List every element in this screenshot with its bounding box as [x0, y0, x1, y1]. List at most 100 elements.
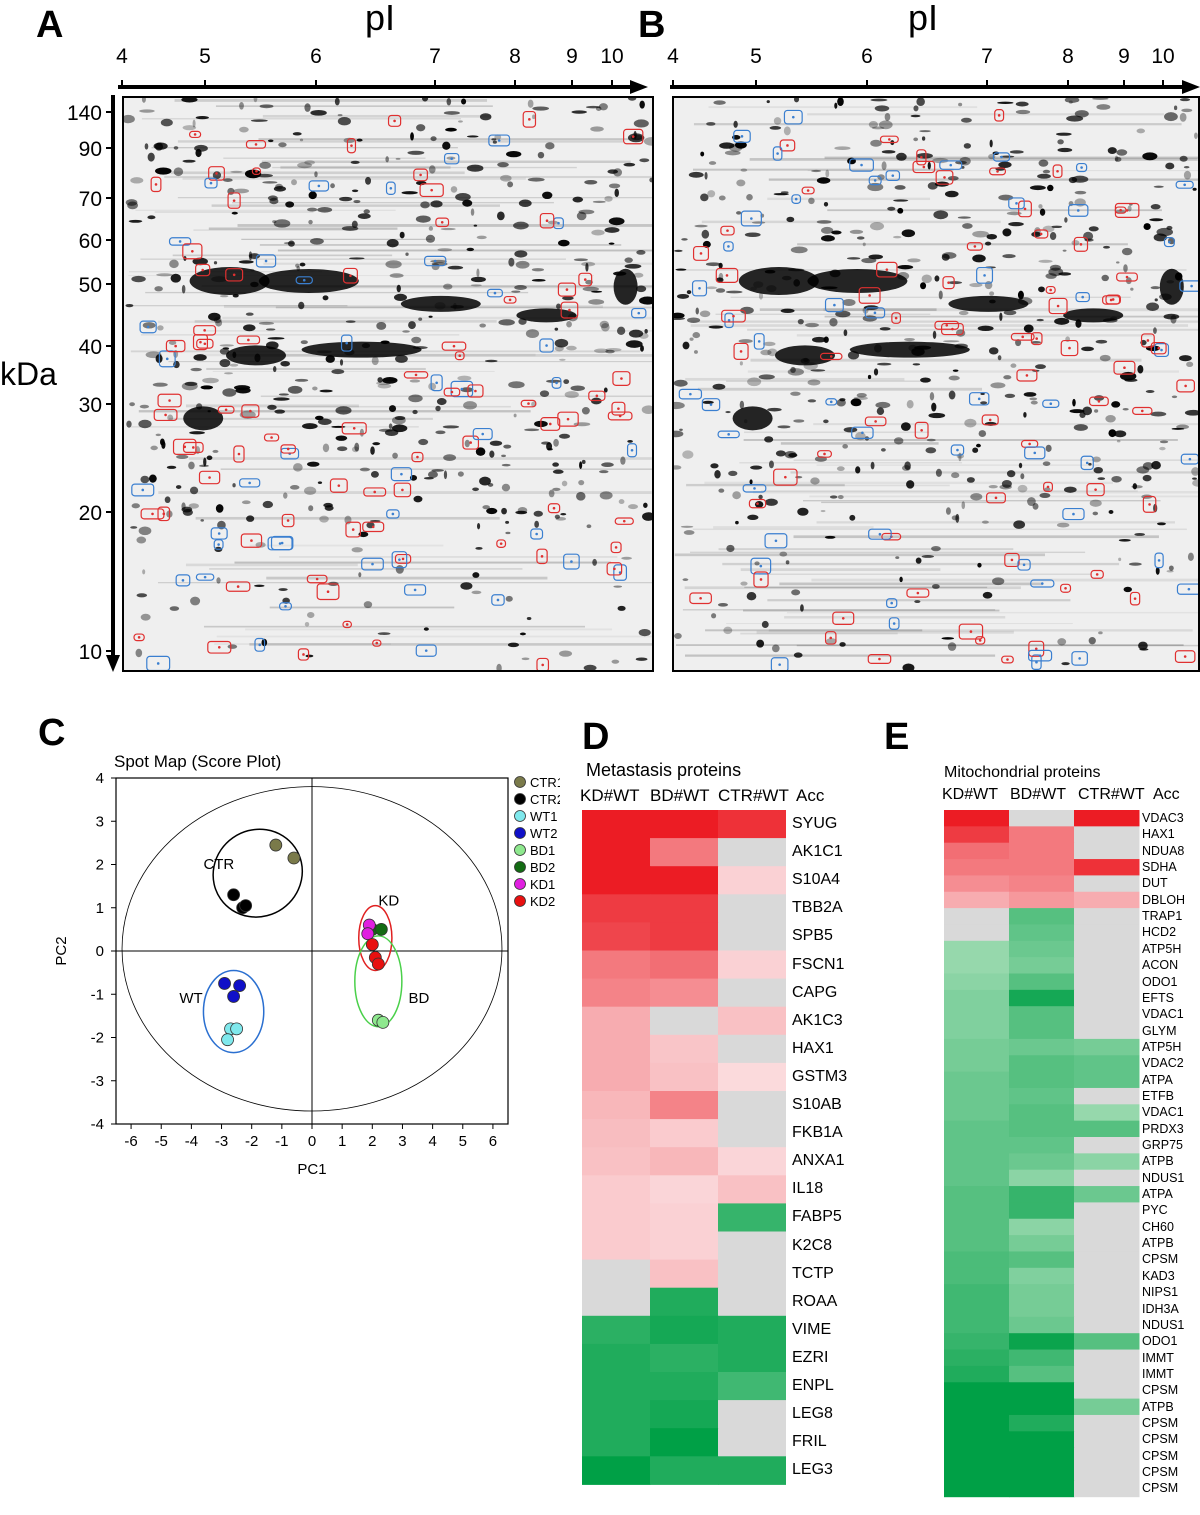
gel-spot [625, 340, 643, 348]
gel-spot [418, 438, 429, 446]
legend-marker [514, 878, 526, 890]
gel-spot-center [371, 562, 374, 566]
gel-spot [267, 195, 278, 201]
heat-cell [944, 859, 1010, 876]
gel-spot-up [906, 588, 930, 598]
gel-spot-center [892, 622, 896, 625]
gel-dense-region [301, 341, 422, 358]
heat-cell [650, 838, 719, 867]
gel-spot-center [1035, 660, 1038, 664]
gel-spot [904, 337, 915, 342]
gel-spot [199, 464, 209, 468]
heat-cell [944, 1038, 1010, 1056]
gel-spot [287, 385, 303, 394]
gel-spot [156, 273, 173, 277]
heat-cell [582, 1287, 651, 1317]
gel-spot-up [165, 339, 186, 353]
gel-spot [966, 477, 975, 483]
x-axis-label: PC1 [297, 1161, 326, 1178]
gel-spot [1097, 477, 1106, 481]
gel-spot [167, 414, 174, 422]
gel-spot-center [224, 408, 228, 412]
gel-spot-down [1075, 162, 1088, 173]
gel-spot [887, 206, 896, 211]
gel-spot [835, 310, 851, 318]
gel-spot-down [1163, 237, 1175, 248]
gel-spot [392, 452, 398, 459]
gel-spot [496, 211, 505, 221]
gel-streak [693, 123, 1182, 126]
gel-spot [259, 161, 271, 169]
gel-spot-up [443, 387, 461, 397]
gel-spot [1118, 557, 1122, 562]
gel-spot [157, 325, 164, 331]
gel-spot [1183, 170, 1192, 180]
gel-spot [1018, 462, 1023, 469]
gel-spot [337, 113, 343, 117]
gel-spot [780, 308, 795, 314]
gel-spot-down [691, 280, 708, 297]
gel-spot [339, 196, 353, 202]
gel-spot [395, 354, 408, 363]
gel-spot [740, 168, 748, 172]
metastasis-heatmap [582, 810, 786, 1485]
gel-spot-center [776, 152, 779, 155]
gel-streak [796, 644, 1198, 647]
gel-spot-center [568, 308, 571, 312]
gel-spot [280, 360, 290, 367]
gel-spot [576, 211, 587, 221]
gel-spot [194, 144, 208, 152]
gel-spot [1039, 208, 1046, 216]
gel-spot-down [390, 467, 413, 482]
y-tick-label: 3 [96, 813, 104, 830]
gel-streak [816, 464, 1100, 466]
gel-streak [730, 296, 1131, 298]
gel-spot [1092, 98, 1109, 100]
heat-row-label: CH60 [1142, 1219, 1174, 1234]
gel-spot [614, 188, 619, 198]
heat-cell [944, 957, 1010, 974]
gel-spot [532, 106, 550, 111]
gel-spot [142, 322, 156, 329]
heat-cell [1009, 891, 1075, 909]
pi-tick-label: 6 [861, 45, 873, 68]
heat-row-label: HAX1 [792, 1039, 834, 1057]
gel-spot-up [281, 513, 295, 528]
point-ctr2 [239, 899, 253, 912]
gel-spot-center [699, 596, 702, 600]
gel-spot-down [1042, 399, 1060, 408]
gel-spot-center [352, 427, 356, 430]
gel-spot [579, 461, 583, 470]
heat-row-label: ETFB [1142, 1088, 1174, 1103]
gel-spot [230, 170, 243, 173]
gel-streak [177, 140, 624, 143]
gel-spot [335, 435, 348, 441]
gel-spot [505, 595, 513, 602]
gel-spot [952, 369, 959, 372]
gel-spot [1036, 318, 1044, 322]
gel-spot-down [361, 557, 384, 571]
gel-spot [365, 176, 372, 185]
gel-spot-up [263, 433, 280, 442]
gel-streak [272, 166, 577, 169]
gel-streak [743, 609, 1000, 612]
heat-cell [1074, 1267, 1140, 1285]
gel-spot [825, 169, 830, 178]
gel-spot [479, 113, 492, 121]
gel-spot [317, 207, 333, 213]
gel-spot [906, 480, 915, 489]
heat-cell [1009, 1218, 1075, 1236]
heat-cell [718, 1315, 786, 1345]
gel-spot-up [1140, 333, 1155, 348]
gel-spot-center [922, 165, 926, 169]
gel-streak [263, 262, 652, 265]
gel-streak [824, 156, 1198, 159]
gel-spot [219, 344, 234, 347]
gel-spot [694, 350, 698, 354]
y-tick-label: 0 [96, 943, 104, 960]
gel-spot [409, 379, 421, 383]
mito-col-kd: KD#WT [942, 786, 998, 803]
gel-streak [157, 320, 386, 324]
gel-spot-down [1175, 180, 1194, 189]
gel-spot [325, 355, 335, 363]
